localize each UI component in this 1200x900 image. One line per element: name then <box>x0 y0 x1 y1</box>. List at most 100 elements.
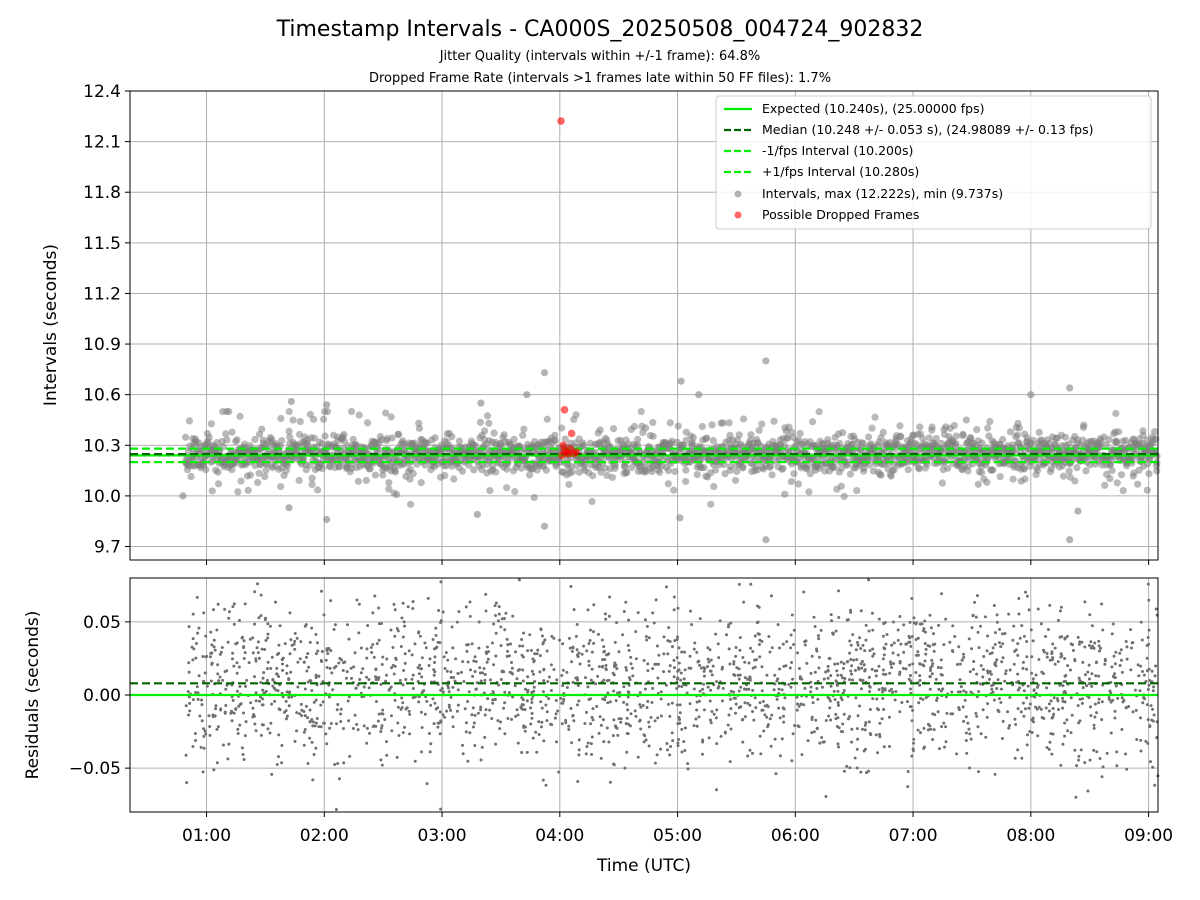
residual-point <box>791 677 795 681</box>
residual-point <box>262 671 266 675</box>
residual-point <box>216 725 220 729</box>
residual-point <box>1139 738 1143 742</box>
residual-point <box>308 720 312 724</box>
residual-point <box>379 726 383 730</box>
residual-point <box>924 696 928 700</box>
residual-point <box>748 703 752 707</box>
interval-point <box>1101 481 1109 489</box>
residual-point <box>580 652 584 656</box>
residual-point <box>642 740 646 744</box>
interval-point <box>296 417 304 426</box>
residual-point <box>931 662 935 666</box>
residual-point <box>868 707 872 711</box>
residual-point <box>204 634 208 638</box>
residual-point <box>882 708 886 712</box>
residual-point <box>686 767 690 771</box>
residual-point <box>983 615 987 619</box>
residual-point <box>765 715 769 719</box>
interval-point <box>959 430 967 439</box>
residual-point <box>1036 607 1040 611</box>
residual-point <box>647 744 651 748</box>
residual-point <box>570 649 574 653</box>
residual-point <box>815 649 819 653</box>
residual-point <box>1059 763 1063 767</box>
residual-point <box>1035 685 1039 689</box>
residual-point <box>625 750 629 754</box>
residual-point <box>856 643 860 647</box>
residual-point <box>417 630 421 634</box>
residual-point <box>468 731 472 735</box>
residual-point <box>864 721 868 725</box>
residual-point <box>855 766 859 770</box>
residual-point <box>461 660 465 664</box>
residual-point <box>241 635 245 639</box>
residual-point <box>653 662 657 666</box>
residual-point <box>706 657 710 661</box>
residual-point <box>644 635 648 639</box>
residual-point <box>247 661 251 665</box>
residual-point <box>502 706 506 710</box>
residual-point <box>530 669 534 673</box>
residual-point <box>1138 689 1142 693</box>
residual-point <box>1120 727 1124 731</box>
residual-point <box>471 674 475 678</box>
top-ytick-label: 10.9 <box>83 335 121 355</box>
interval-point <box>916 423 924 431</box>
residual-point <box>738 636 742 640</box>
residual-point <box>1021 701 1025 705</box>
residual-point <box>586 685 590 689</box>
residual-point <box>542 739 546 743</box>
residual-point <box>306 680 310 684</box>
residual-point <box>278 624 282 628</box>
residual-point <box>401 683 405 687</box>
residual-point <box>653 761 657 765</box>
residual-point <box>682 740 686 744</box>
residual-point <box>353 651 357 655</box>
residual-point <box>832 689 836 693</box>
residual-point <box>544 703 548 707</box>
residual-point <box>626 690 630 694</box>
residual-point <box>1056 660 1060 664</box>
residual-point <box>656 716 660 720</box>
residual-point <box>909 687 913 691</box>
residual-point <box>951 624 955 628</box>
residual-point <box>407 649 411 653</box>
residual-point <box>439 719 443 723</box>
residual-point <box>569 707 573 711</box>
residual-point <box>1083 761 1087 765</box>
interval-point <box>1134 480 1142 488</box>
residual-point <box>1073 658 1077 662</box>
residual-point <box>1131 710 1135 714</box>
residual-point <box>383 717 387 721</box>
residual-point <box>380 724 384 728</box>
residual-point <box>231 657 235 661</box>
residual-point <box>651 611 655 615</box>
residual-point <box>863 668 867 672</box>
residual-point <box>1001 632 1005 636</box>
residual-point <box>396 705 400 709</box>
residual-point <box>766 725 770 729</box>
residual-point <box>241 752 245 756</box>
residual-point <box>734 702 738 706</box>
residual-point <box>529 706 533 710</box>
legend-intervals-marker <box>734 190 742 198</box>
residual-point <box>625 668 629 672</box>
residual-point <box>287 677 291 681</box>
residual-point <box>260 647 264 651</box>
residual-point <box>1061 706 1065 710</box>
residual-point <box>1129 646 1133 650</box>
residual-point <box>993 643 997 647</box>
residual-point <box>741 740 745 744</box>
interval-point <box>551 436 559 445</box>
residual-point <box>365 726 369 730</box>
bottom-xtick-label: 04:00 <box>535 826 584 846</box>
residual-point <box>904 642 908 646</box>
residual-point <box>413 759 417 763</box>
residual-point <box>702 674 706 678</box>
residual-point <box>257 656 261 660</box>
interval-point <box>1066 384 1074 392</box>
residual-point <box>891 620 895 624</box>
residual-point <box>963 698 967 702</box>
residual-point <box>376 719 380 723</box>
residual-point <box>846 717 850 721</box>
